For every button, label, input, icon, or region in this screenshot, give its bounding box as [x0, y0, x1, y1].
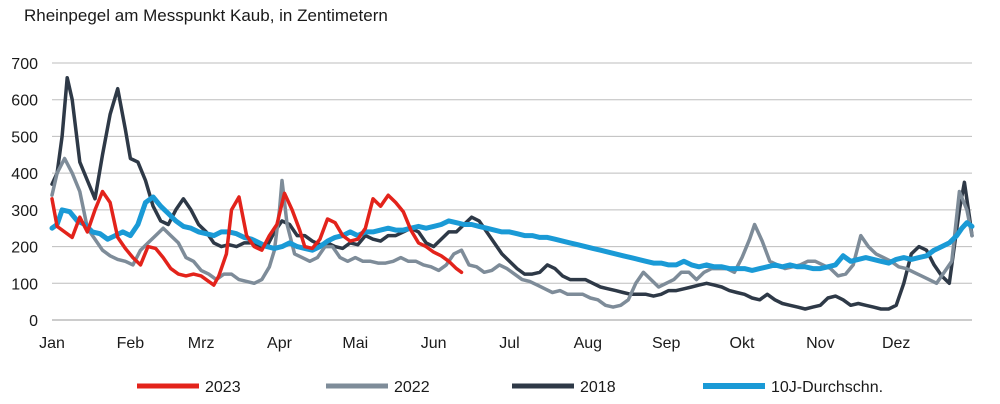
- legend-label: 2022: [394, 379, 430, 396]
- y-tick-label: 700: [11, 56, 38, 73]
- y-tick-label: 200: [11, 240, 38, 257]
- legend-label: 2023: [205, 379, 241, 396]
- x-tick-label: Mai: [342, 335, 368, 352]
- series-line-2018: [50, 75, 974, 311]
- x-tick-label: Dez: [882, 335, 910, 352]
- x-tick-label: Okt: [730, 335, 755, 352]
- x-tick-label: Nov: [806, 335, 834, 352]
- x-tick-label: Sep: [652, 335, 681, 352]
- legend-label: 10J-Durchschn.: [771, 379, 883, 396]
- legend-label: 2018: [580, 379, 616, 396]
- x-tick-label: Mrz: [188, 335, 215, 352]
- y-tick-label: 0: [29, 313, 38, 330]
- y-tick-label: 600: [11, 93, 38, 110]
- x-tick-label: Jun: [421, 335, 447, 352]
- series-line-2023: [50, 189, 464, 287]
- series-line-2022: [50, 156, 974, 309]
- x-tick-label: Jul: [499, 335, 519, 352]
- y-tick-label: 100: [11, 276, 38, 293]
- x-tick-label: Apr: [267, 335, 293, 352]
- x-tick-label: Aug: [574, 335, 602, 352]
- y-tick-label: 500: [11, 129, 38, 146]
- chart-title: Rheinpegel am Messpunkt Kaub, in Zentime…: [24, 6, 388, 25]
- x-tick-label: Jan: [39, 335, 65, 352]
- y-tick-label: 400: [11, 166, 38, 183]
- y-tick-label: 300: [11, 203, 38, 220]
- series-line-10j-durchschn-: [49, 194, 975, 273]
- x-tick-label: Feb: [117, 335, 145, 352]
